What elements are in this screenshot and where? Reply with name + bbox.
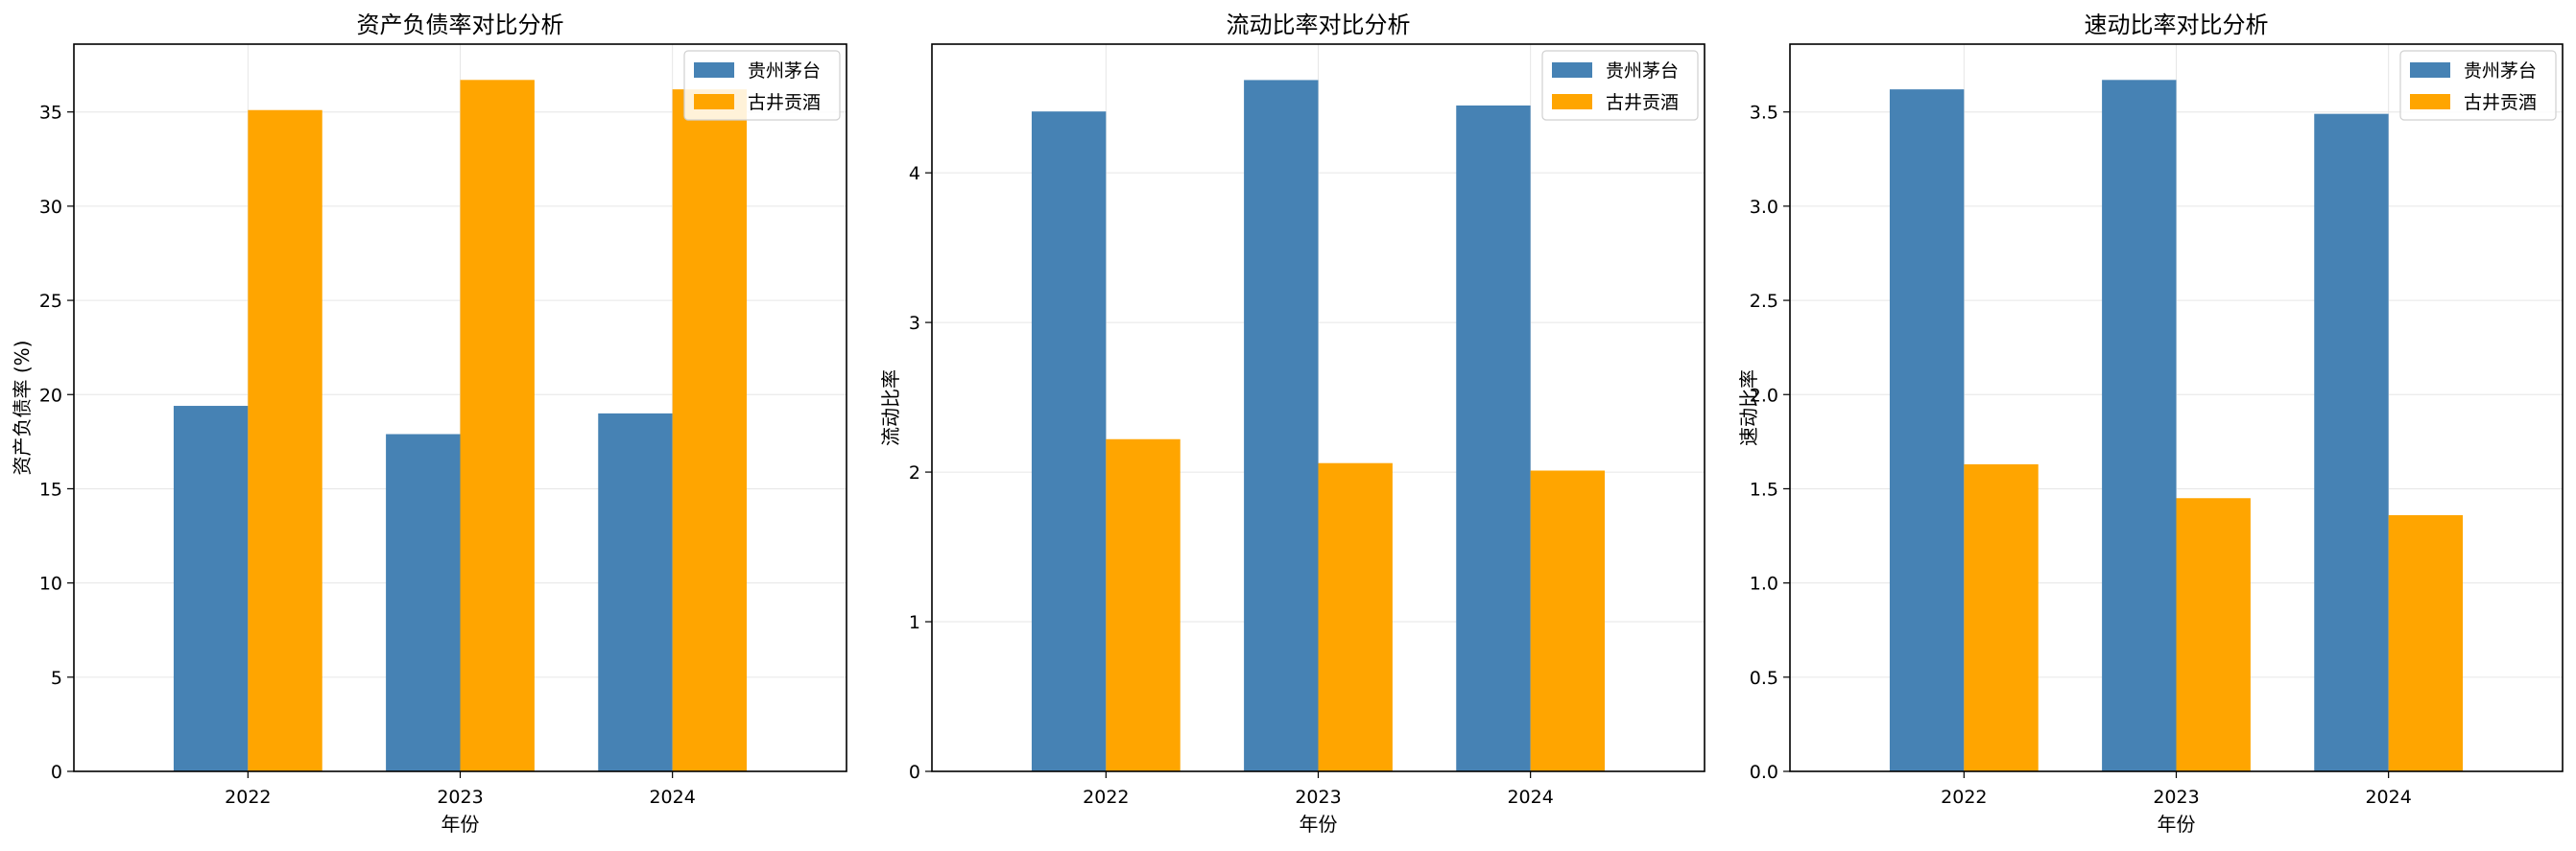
y-tick-label: 1.5	[1750, 479, 1778, 500]
x-axis-label: 年份	[441, 813, 480, 836]
legend-label: 古井贡酒	[2464, 92, 2537, 113]
y-tick-label: 20	[39, 385, 62, 406]
y-tick-label: 1.0	[1750, 574, 1778, 595]
bar-贵州茅台-2024	[2314, 113, 2389, 772]
x-tick-label: 2024	[1507, 787, 1553, 808]
legend-label: 贵州茅台	[1606, 60, 1679, 82]
bar-贵州茅台-2022	[173, 406, 249, 771]
bar-古井贡酒-2023	[1318, 462, 1393, 771]
y-tick-label: 0.5	[1750, 668, 1778, 689]
bar-古井贡酒-2024	[1530, 470, 1606, 771]
y-tick-label: 0	[909, 762, 920, 783]
legend-swatch	[1552, 94, 1592, 109]
bar-贵州茅台-2023	[386, 434, 461, 771]
y-axis-label: 资产负债率 (%)	[11, 341, 34, 476]
bar-古井贡酒-2022	[1106, 438, 1181, 771]
legend-swatch	[2410, 94, 2450, 109]
legend-swatch	[2410, 62, 2450, 78]
legend-label: 贵州茅台	[748, 60, 821, 82]
y-tick-label: 3.5	[1750, 103, 1778, 124]
y-tick-label: 25	[39, 291, 62, 312]
y-axis-label: 流动比率	[879, 369, 902, 446]
y-tick-label: 0.0	[1750, 762, 1778, 783]
y-tick-label: 3	[909, 313, 920, 334]
legend-swatch	[694, 62, 734, 78]
bar-贵州茅台-2022	[1031, 111, 1107, 772]
bar-贵州茅台-2023	[2102, 80, 2177, 771]
bar-古井贡酒-2022	[248, 109, 322, 771]
y-tick-label: 2	[909, 462, 920, 484]
y-tick-label: 2.5	[1750, 291, 1778, 312]
y-tick-label: 35	[39, 103, 62, 124]
x-tick-label: 2022	[225, 787, 271, 808]
legend-label: 贵州茅台	[2464, 60, 2537, 82]
bar-古井贡酒-2023	[460, 80, 535, 771]
x-tick-label: 2024	[2365, 787, 2411, 808]
chart-panel-3: 0.0 0.5 1.0 1.5 2.0 2.5 3.0 3.5 2022 2023 2024 速动比率…	[1737, 12, 2564, 836]
legend-label: 古井贡酒	[1606, 92, 1679, 113]
bar-古井贡酒-2024	[2388, 514, 2464, 771]
x-tick-label: 2022	[1083, 787, 1129, 808]
y-tick-label: 10	[39, 574, 62, 595]
bar-古井贡酒-2022	[1964, 463, 2039, 771]
bar-贵州茅台-2024	[1456, 105, 1531, 771]
y-tick-label: 5	[51, 668, 62, 689]
bar-古井贡酒-2024	[672, 89, 748, 772]
bar-贵州茅台-2024	[598, 413, 673, 771]
y-tick-label: 3.0	[1750, 197, 1778, 218]
x-axis-label: 年份	[1300, 813, 1338, 836]
y-tick-label: 4	[909, 163, 920, 184]
bar-贵州茅台-2023	[1244, 80, 1319, 771]
y-tick-label: 1	[909, 612, 920, 633]
y-tick-label: 15	[39, 479, 62, 500]
x-tick-label: 2024	[649, 787, 695, 808]
legend-label: 古井贡酒	[748, 92, 821, 113]
x-tick-label: 2023	[1295, 787, 1341, 808]
x-tick-label: 2022	[1941, 787, 1987, 808]
bar-古井贡酒-2023	[2176, 498, 2251, 771]
y-axis-label: 速动比率	[1737, 369, 1760, 446]
y-tick-label: 2.0	[1750, 385, 1778, 406]
bar-贵州茅台-2022	[1889, 89, 1965, 772]
legend-swatch	[1552, 62, 1592, 78]
x-tick-label: 2023	[2153, 787, 2199, 808]
y-tick-label: 0	[51, 762, 62, 783]
chart-title: 资产负债率对比分析	[357, 12, 564, 38]
x-tick-label: 2023	[437, 787, 483, 808]
x-axis-label: 年份	[2158, 813, 2196, 836]
y-tick-label: 30	[39, 197, 62, 218]
chart-title: 速动比率对比分析	[2085, 12, 2269, 38]
legend-swatch	[694, 94, 734, 109]
chart-title: 流动比率对比分析	[1227, 12, 1411, 38]
